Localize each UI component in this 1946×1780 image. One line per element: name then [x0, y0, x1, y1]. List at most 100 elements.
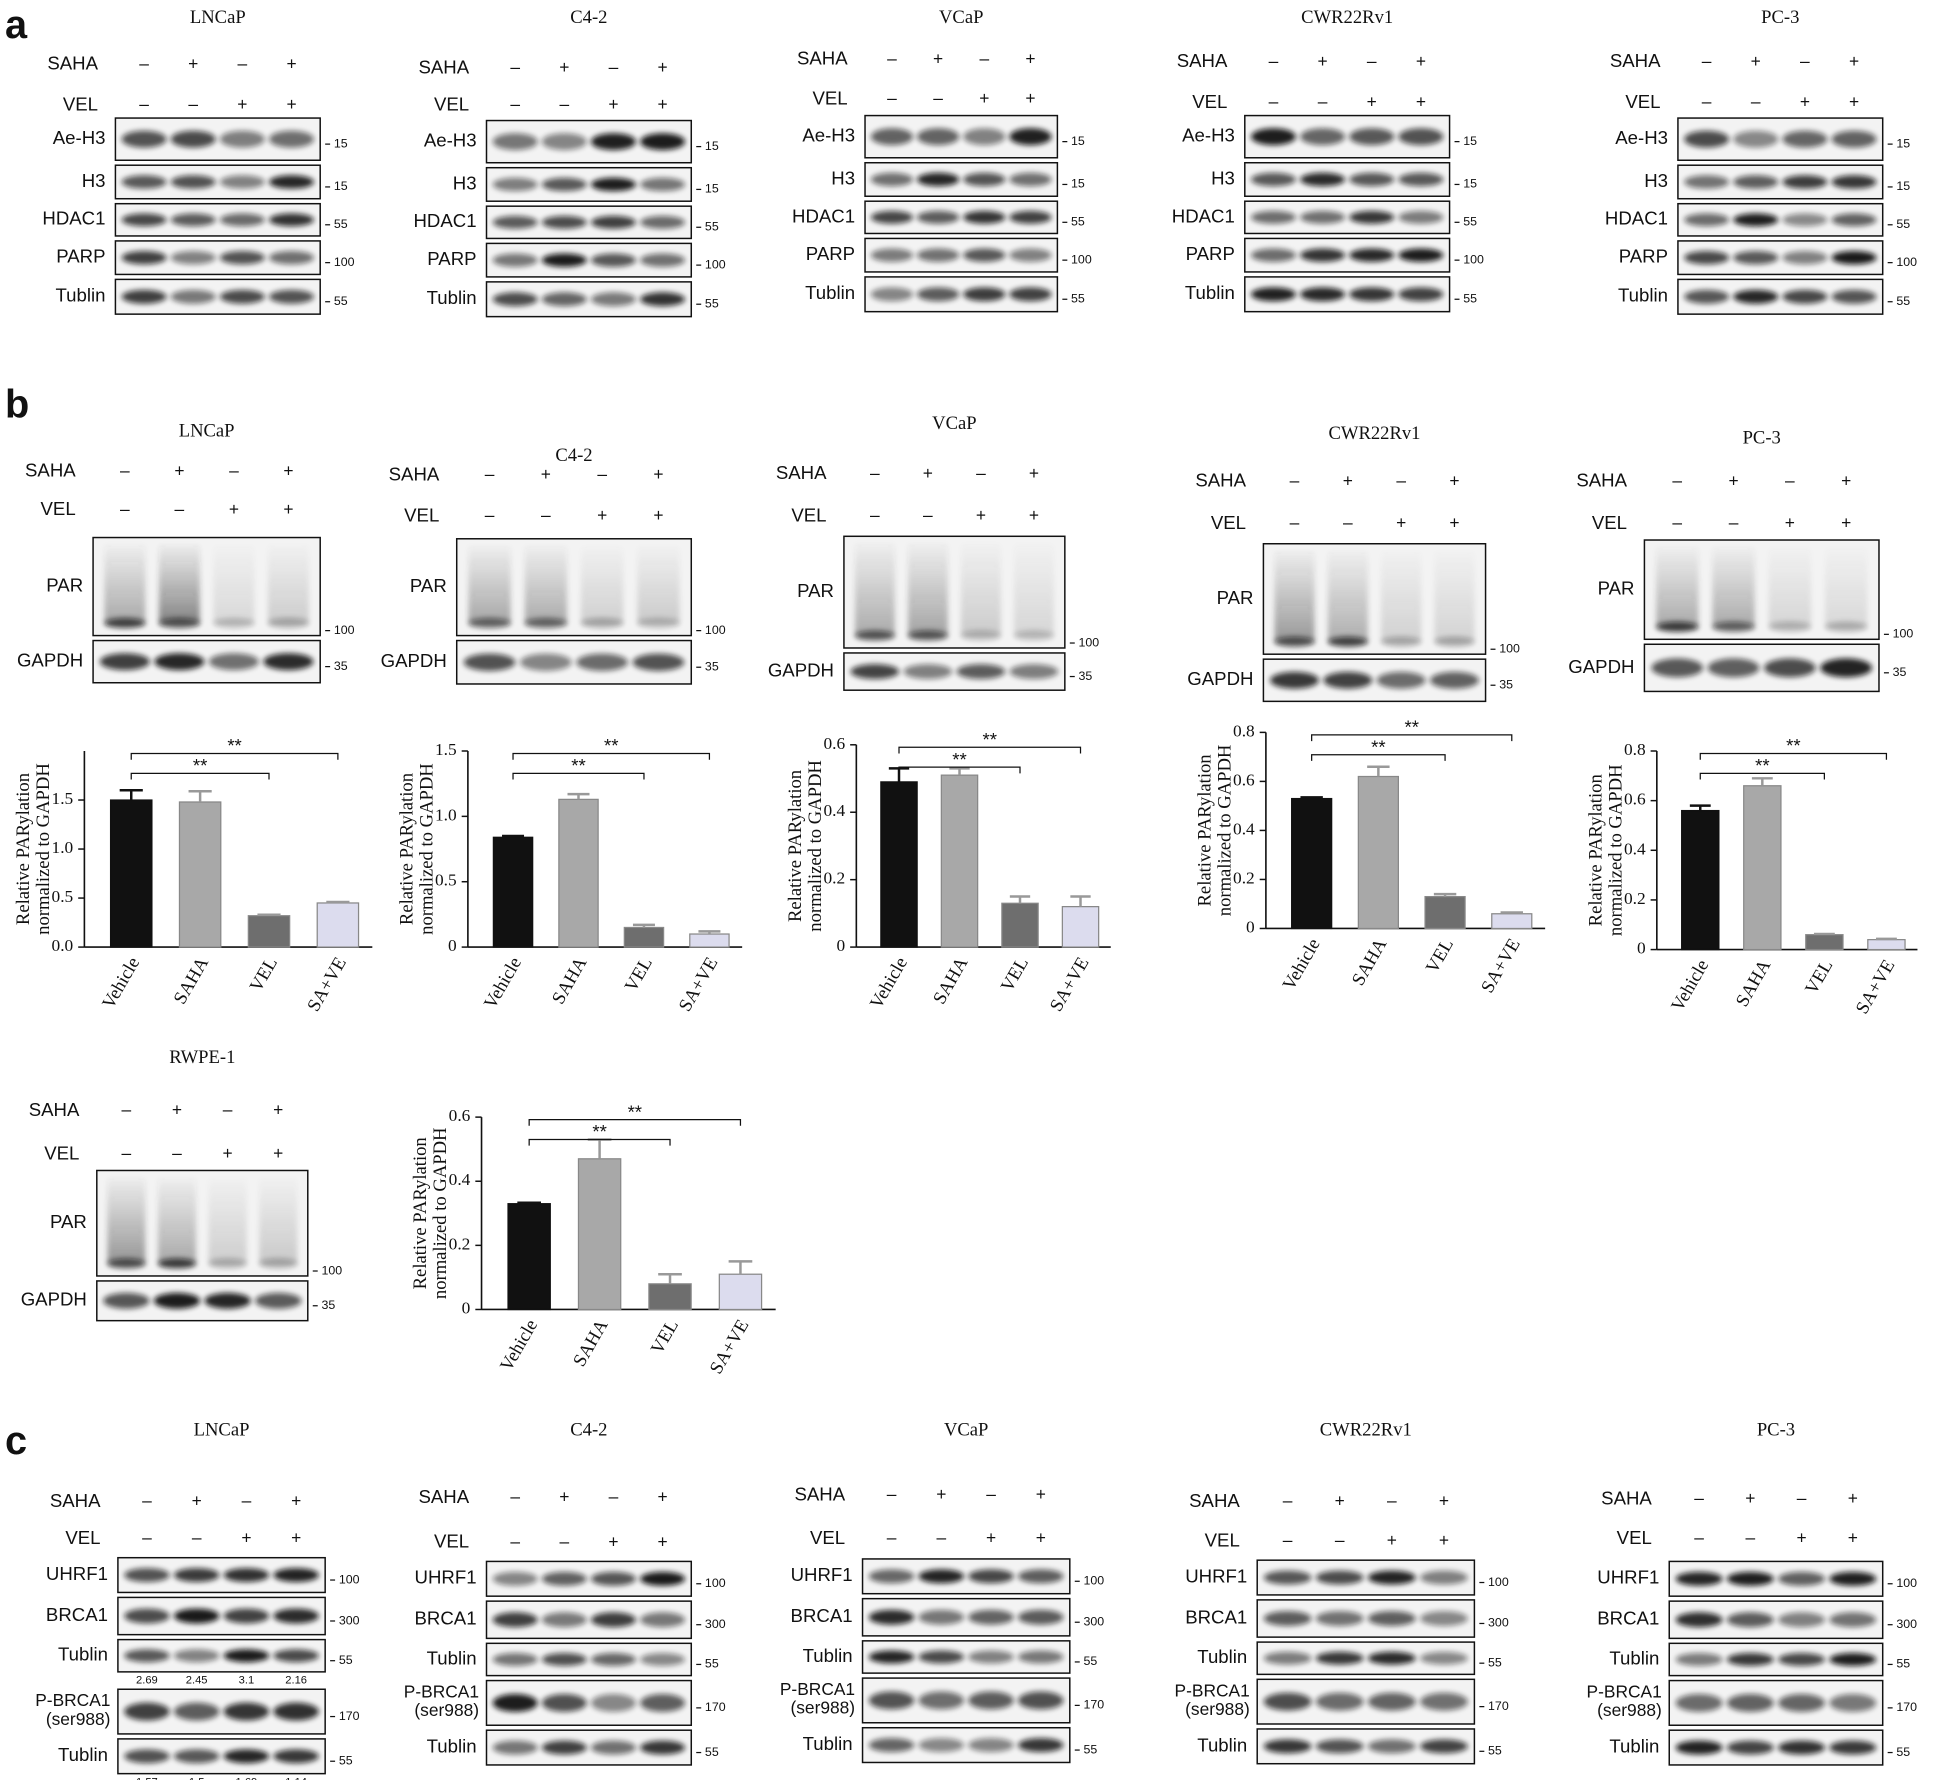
treatment-sign: –: [976, 463, 986, 483]
treatment-sign: +: [1849, 92, 1859, 112]
band: [1263, 1570, 1312, 1585]
band: [541, 177, 587, 192]
treatment-label: SAHA: [389, 463, 440, 484]
treatment-sign: +: [559, 1487, 569, 1507]
band: [1782, 213, 1828, 227]
x-tick-label: Vehicle: [98, 954, 144, 1013]
y-axis-label: Relative PARylation: [397, 772, 418, 925]
band: [154, 653, 205, 671]
smear: [104, 544, 146, 624]
significance-bracket: [130, 772, 270, 780]
band: [1017, 1609, 1064, 1625]
smear: [1434, 551, 1475, 642]
y-axis-label: Relative PARylation: [1195, 754, 1216, 907]
panel-label: b: [5, 383, 29, 427]
significance-bracket: [1699, 752, 1888, 760]
cell-line-title: CWR22Rv1: [1320, 1419, 1412, 1440]
significance-label: **: [1404, 717, 1418, 738]
y-tick-label: 0.4: [449, 1170, 471, 1189]
size-marker: 55: [1463, 215, 1477, 229]
error-bar: [1751, 777, 1773, 786]
treatment-sign: –: [1269, 92, 1279, 112]
band: [219, 250, 265, 265]
blot: LNCaP SAHA – + – + VEL – – + + Ae-H3 15 H3 15 HDAC1 55 PA…: [42, 7, 355, 315]
protein-label: Tublin: [427, 287, 477, 308]
band: [1009, 210, 1052, 224]
error-bar: [188, 789, 212, 802]
band: [870, 172, 914, 187]
smear: [1768, 547, 1811, 627]
band: [1831, 213, 1877, 227]
treatment-label: SAHA: [25, 460, 76, 481]
protein-label: Ae-H3: [424, 130, 477, 151]
treatment-sign: –: [887, 1528, 897, 1548]
band: [1263, 1739, 1312, 1754]
size-marker: 35: [1499, 678, 1513, 692]
size-marker: 55: [334, 294, 348, 308]
treatment-sign: +: [979, 88, 989, 108]
smear: [1381, 551, 1422, 642]
band: [223, 1702, 270, 1721]
treatment-sign: +: [229, 499, 239, 519]
treatment-sign: +: [1449, 470, 1459, 490]
quantification: 2.69: [136, 1675, 158, 1687]
band: [541, 292, 587, 307]
x-tick-label: VEL: [1801, 956, 1837, 998]
y-tick-label: 0.2: [449, 1234, 471, 1253]
y-tick-label: 0: [1246, 917, 1255, 936]
x-tick-label: Vehicle: [866, 954, 912, 1013]
error-bar: [1813, 932, 1835, 936]
band: [1263, 1692, 1312, 1711]
bar: [1867, 939, 1906, 951]
band: [1367, 1739, 1416, 1754]
blot: C4-2 SAHA – + – + VEL – – + + PAR 100 GAPDH 35: [381, 445, 726, 685]
band: [223, 1568, 270, 1583]
cell-line-title: C4-2: [570, 1419, 607, 1440]
band: [1250, 210, 1296, 224]
smear: [267, 544, 309, 624]
treatment-sign: –: [122, 1143, 132, 1163]
protein-label: Tublin: [1197, 1734, 1247, 1755]
treatment-sign: –: [1672, 512, 1682, 532]
smear: [1014, 543, 1054, 636]
y-tick-label: 0: [836, 936, 845, 955]
treatment-sign: +: [936, 1484, 946, 1504]
protein-label: Tublin: [58, 1644, 108, 1665]
band: [267, 618, 309, 629]
protein-label: Ae-H3: [802, 125, 855, 146]
size-marker: 15: [1463, 134, 1477, 148]
band: [107, 1258, 146, 1269]
treatment-sign: –: [936, 1528, 946, 1548]
size-marker: 55: [339, 1754, 353, 1768]
band: [916, 210, 960, 224]
band: [1726, 1740, 1774, 1755]
size-marker: 15: [334, 136, 348, 150]
y-tick-label: 1.0: [435, 805, 457, 824]
smear: [208, 1177, 247, 1264]
band: [1270, 671, 1319, 689]
x-tick-label: SA+VE: [1477, 935, 1525, 997]
size-marker: 15: [705, 139, 719, 153]
treatment-sign: +: [1728, 470, 1738, 490]
band: [1831, 289, 1877, 304]
treatment-label: VEL: [1192, 91, 1227, 112]
band: [961, 630, 1001, 641]
significance-label: **: [1786, 735, 1800, 756]
band: [1733, 213, 1779, 227]
band: [1250, 287, 1296, 302]
band: [1829, 1740, 1877, 1755]
treatment-sign: –: [223, 1100, 233, 1120]
size-marker: 170: [339, 1709, 360, 1723]
treatment-sign: –: [172, 1143, 182, 1163]
protein-label: Tublin: [805, 282, 855, 303]
band: [1434, 636, 1475, 647]
treatment-sign: +: [1396, 512, 1406, 532]
band: [1733, 130, 1779, 148]
treatment-sign: –: [1283, 1530, 1293, 1550]
panel-label: c: [5, 1419, 27, 1463]
protein-label: Tublin: [803, 1645, 853, 1666]
x-tick-label: SA+VE: [675, 954, 723, 1016]
treatment-sign: +: [923, 463, 933, 483]
treatment-sign: +: [286, 94, 296, 114]
